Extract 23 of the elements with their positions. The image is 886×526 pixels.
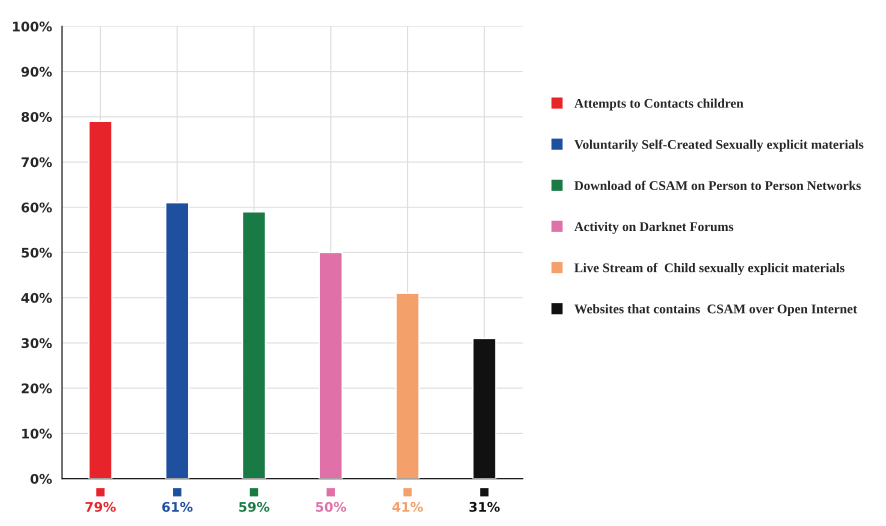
y-tick-label: 10% [22,428,52,439]
y-tick-label: 30% [22,338,52,348]
legend-label: Live Stream of Child sexually explicit materials [574,262,844,275]
data-label: 79% [86,502,116,512]
legend-label: Attempts to Contacts children [574,98,744,110]
y-tick-label: 0% [30,474,52,484]
legend-label: Voluntarily Self-Created Sexually explicit materials [574,140,864,152]
y-tick-label: 70% [22,157,52,168]
y-tick-label: 20% [22,383,52,394]
y-tick-label: 100% [13,22,52,32]
y-tick-label: 60% [22,202,52,212]
data-label: 61% [162,502,193,512]
y-tick-label: 50% [22,248,52,258]
legend-label: Download of CSAM on Person to Person Networks [574,180,861,190]
y-tick-label: 40% [21,292,52,303]
data-label: 31% [469,502,500,512]
data-label: 41% [392,502,423,512]
data-label: 50% [316,502,346,512]
legend-label: Websites that contains CSAM over Open Internet [574,304,858,316]
data-label: 59% [239,502,270,512]
y-tick-label: 80% [22,112,52,122]
legend-label: Activity on Darknet Forums [574,222,734,234]
y-tick-label: 90% [21,66,52,77]
